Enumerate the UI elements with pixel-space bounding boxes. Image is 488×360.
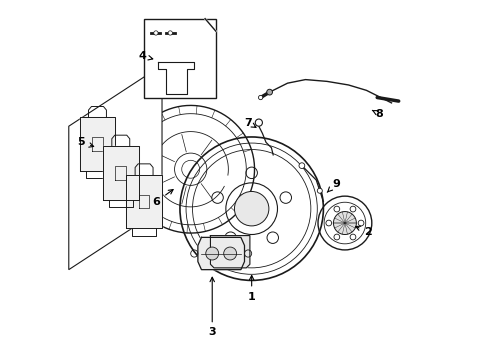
Circle shape bbox=[258, 95, 262, 100]
Text: 7: 7 bbox=[244, 118, 255, 128]
Polygon shape bbox=[126, 175, 162, 228]
Bar bbox=[144, 19, 215, 98]
Polygon shape bbox=[69, 65, 162, 270]
Text: 8: 8 bbox=[371, 109, 382, 119]
Text: 5: 5 bbox=[78, 138, 94, 147]
Circle shape bbox=[234, 192, 268, 226]
Text: 9: 9 bbox=[326, 179, 339, 192]
Circle shape bbox=[298, 163, 304, 168]
Text: 3: 3 bbox=[208, 277, 216, 337]
Polygon shape bbox=[102, 146, 139, 200]
Polygon shape bbox=[80, 117, 115, 171]
Polygon shape bbox=[210, 235, 249, 268]
Circle shape bbox=[266, 89, 272, 95]
Text: 4: 4 bbox=[138, 51, 152, 61]
Circle shape bbox=[223, 247, 236, 260]
Circle shape bbox=[333, 212, 356, 234]
Circle shape bbox=[153, 31, 158, 35]
Circle shape bbox=[255, 119, 262, 126]
Polygon shape bbox=[198, 237, 244, 270]
Text: 2: 2 bbox=[355, 226, 371, 237]
Text: 1: 1 bbox=[247, 275, 255, 302]
Circle shape bbox=[205, 247, 218, 260]
Circle shape bbox=[317, 188, 322, 193]
Circle shape bbox=[168, 31, 172, 35]
Text: 6: 6 bbox=[152, 189, 173, 207]
